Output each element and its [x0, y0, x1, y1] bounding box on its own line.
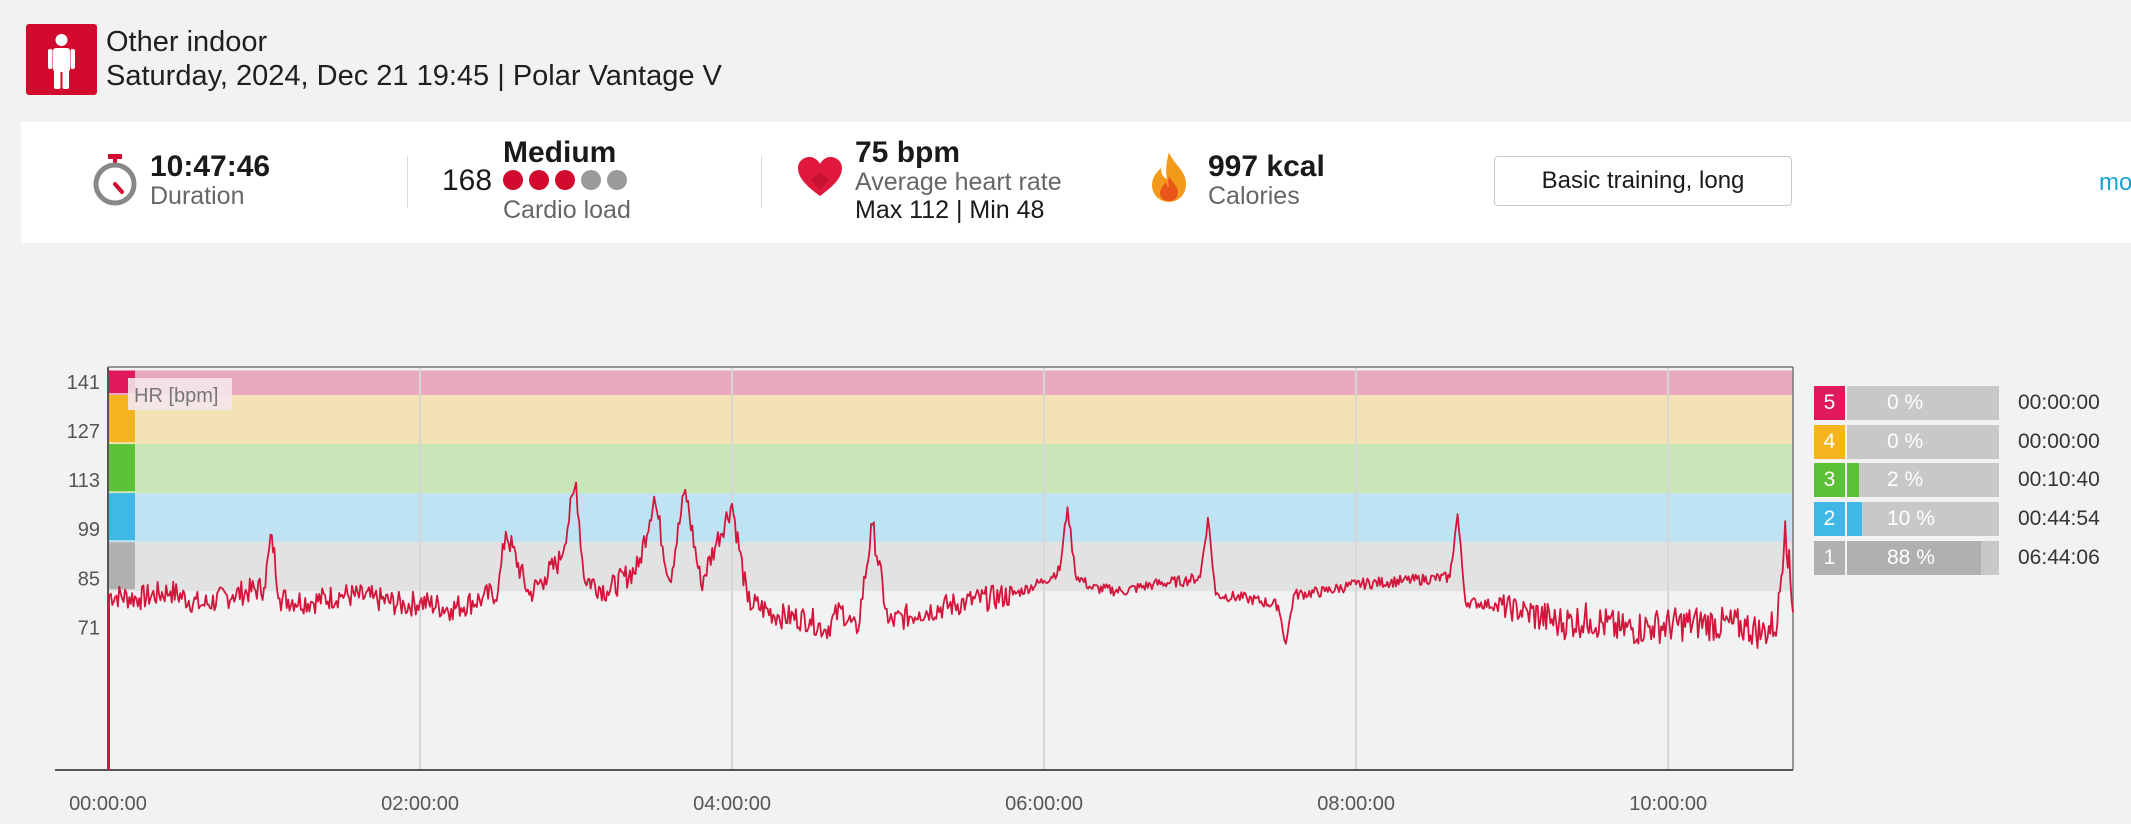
x-tick-label: 04:00:00	[693, 793, 771, 815]
zone-percent: 0 %	[1887, 430, 1924, 453]
y-tick-label: 71	[78, 617, 100, 639]
zone-time: 06:44:06	[2018, 546, 2100, 569]
hr-label-box	[128, 378, 232, 410]
cardio-load-label: Cardio load	[503, 196, 631, 224]
duration-value: 10:47:46	[150, 150, 271, 183]
y-tick-label: 99	[78, 519, 100, 541]
hr-zone-band	[108, 395, 1793, 445]
hr-zone-band	[108, 493, 1793, 543]
hr-max-min: Max 112 | Min 48	[855, 196, 1045, 224]
zone-bar-fill	[1847, 502, 1863, 536]
summary-panel: 10:47:46 Duration 168 Medium Cardio load…	[21, 122, 2131, 243]
zone-time: 00:00:00	[2018, 430, 2100, 453]
cardio-load-level: Medium	[503, 136, 617, 169]
calories-label: Calories	[1208, 182, 1300, 210]
zone-percent: 88 %	[1887, 546, 1935, 569]
zone-bar-fill	[1847, 541, 1981, 575]
session-subtitle: Saturday, 2024, Dec 21 19:45 | Polar Van…	[106, 60, 722, 92]
x-tick-label: 10:00:00	[1629, 793, 1707, 815]
y-tick-label: 127	[67, 421, 100, 443]
cardio-load-number: 168	[442, 164, 493, 197]
duration-label: Duration	[150, 182, 245, 210]
stopwatch-icon	[91, 152, 139, 213]
heart-icon	[797, 156, 843, 203]
zone-time: 00:00:00	[2018, 391, 2100, 414]
calories-value: 997 kcal	[1208, 150, 1325, 183]
zone-bar: 88 %	[1847, 541, 1999, 575]
hr-zone-band	[108, 444, 1793, 494]
zone-percent: 0 %	[1887, 391, 1924, 414]
person-standing-icon	[26, 24, 97, 95]
training-benefit-button[interactable]: Basic training, long	[1494, 156, 1792, 206]
hr-zone-marker	[108, 542, 135, 590]
y-tick-label: 113	[68, 470, 100, 492]
x-tick-label: 06:00:00	[1005, 793, 1083, 815]
x-tick-label: 00:00:00	[69, 793, 147, 815]
avg-hr-value: 75 bpm	[855, 136, 961, 169]
cardio-load-dot	[607, 170, 627, 190]
x-tick-label: 08:00:00	[1317, 793, 1395, 815]
zone-time: 00:44:54	[2018, 507, 2100, 530]
zone-bar-fill	[1847, 463, 1860, 497]
hr-series-line	[107, 481, 1794, 650]
zone-number: 4	[1814, 425, 1845, 459]
divider	[761, 156, 762, 208]
zone-bar: 10 %	[1847, 502, 1999, 536]
more-link[interactable]: mo	[2099, 169, 2131, 196]
y-tick-label: 141	[67, 372, 100, 394]
zone-percent: 10 %	[1887, 507, 1935, 530]
sport-title: Other indoor	[106, 26, 268, 58]
x-tick-label: 02:00:00	[381, 793, 459, 815]
cardio-load-dot	[529, 170, 549, 190]
zone-bar: 2 %	[1847, 463, 1999, 497]
heart-rate-chart: 141 127 113 99 85 71 00:00:00 02:00:00 04:00:00 0…	[55, 366, 1794, 815]
zone-number: 2	[1814, 502, 1845, 536]
hr-axis-label: HR [bpm]	[134, 385, 218, 407]
zone-number: 3	[1814, 463, 1845, 497]
divider	[407, 156, 408, 208]
zone-number: 5	[1814, 386, 1845, 420]
avg-hr-label: Average heart rate	[855, 168, 1062, 196]
cardio-load-dot	[581, 170, 601, 190]
cardio-load-dot	[555, 170, 575, 190]
hr-zone-band	[108, 370, 1793, 396]
cardio-load-dot	[503, 170, 523, 190]
zone-percent: 2 %	[1887, 468, 1924, 491]
hr-zone-marker	[108, 493, 135, 541]
flame-icon	[1149, 150, 1189, 209]
zone-number: 1	[1814, 541, 1845, 575]
zone-time: 00:10:40	[2018, 468, 2100, 491]
zone-bar: 0 %	[1847, 386, 1999, 420]
hr-zone-marker	[108, 444, 135, 492]
cardio-load-dots	[503, 170, 633, 190]
hr-zone-band	[108, 542, 1793, 592]
zone-bar: 0 %	[1847, 425, 1999, 459]
y-tick-label: 85	[78, 568, 100, 590]
